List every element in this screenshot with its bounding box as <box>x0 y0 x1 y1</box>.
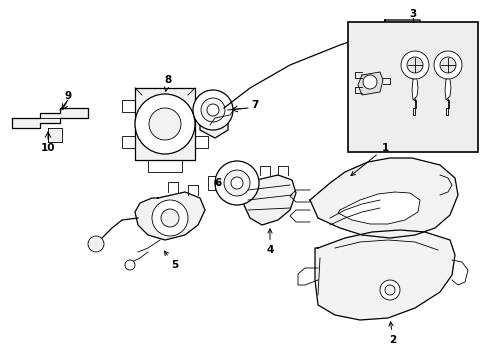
Polygon shape <box>200 108 227 138</box>
Circle shape <box>400 51 428 79</box>
Text: 8: 8 <box>164 75 171 91</box>
Polygon shape <box>444 79 450 100</box>
Circle shape <box>149 108 181 140</box>
Circle shape <box>406 57 422 73</box>
Circle shape <box>439 57 455 73</box>
Circle shape <box>206 104 219 116</box>
Circle shape <box>161 209 179 227</box>
Circle shape <box>433 51 461 79</box>
Text: 6: 6 <box>214 178 221 188</box>
Polygon shape <box>314 230 454 320</box>
Text: 2: 2 <box>388 322 396 345</box>
Circle shape <box>135 94 195 154</box>
Text: 9: 9 <box>64 91 71 101</box>
Circle shape <box>379 280 399 300</box>
Polygon shape <box>411 79 417 100</box>
Text: 3: 3 <box>408 9 416 19</box>
Text: 1: 1 <box>350 143 388 176</box>
Circle shape <box>152 200 187 236</box>
Text: 10: 10 <box>41 143 55 153</box>
Circle shape <box>230 177 243 189</box>
Polygon shape <box>48 128 62 142</box>
Circle shape <box>384 285 394 295</box>
Polygon shape <box>135 88 195 160</box>
Polygon shape <box>384 20 421 30</box>
Polygon shape <box>135 192 204 240</box>
Text: 4: 4 <box>266 229 273 255</box>
Circle shape <box>224 170 249 196</box>
Circle shape <box>201 98 224 122</box>
Polygon shape <box>244 175 295 225</box>
Text: 5: 5 <box>164 251 178 270</box>
Text: 7: 7 <box>251 100 258 110</box>
Circle shape <box>362 75 376 89</box>
Polygon shape <box>309 158 457 238</box>
Circle shape <box>215 161 259 205</box>
Circle shape <box>193 90 232 130</box>
Circle shape <box>125 260 135 270</box>
Circle shape <box>88 236 104 252</box>
Polygon shape <box>12 108 88 128</box>
Bar <box>347 22 477 152</box>
Polygon shape <box>357 72 382 95</box>
Polygon shape <box>337 192 419 224</box>
